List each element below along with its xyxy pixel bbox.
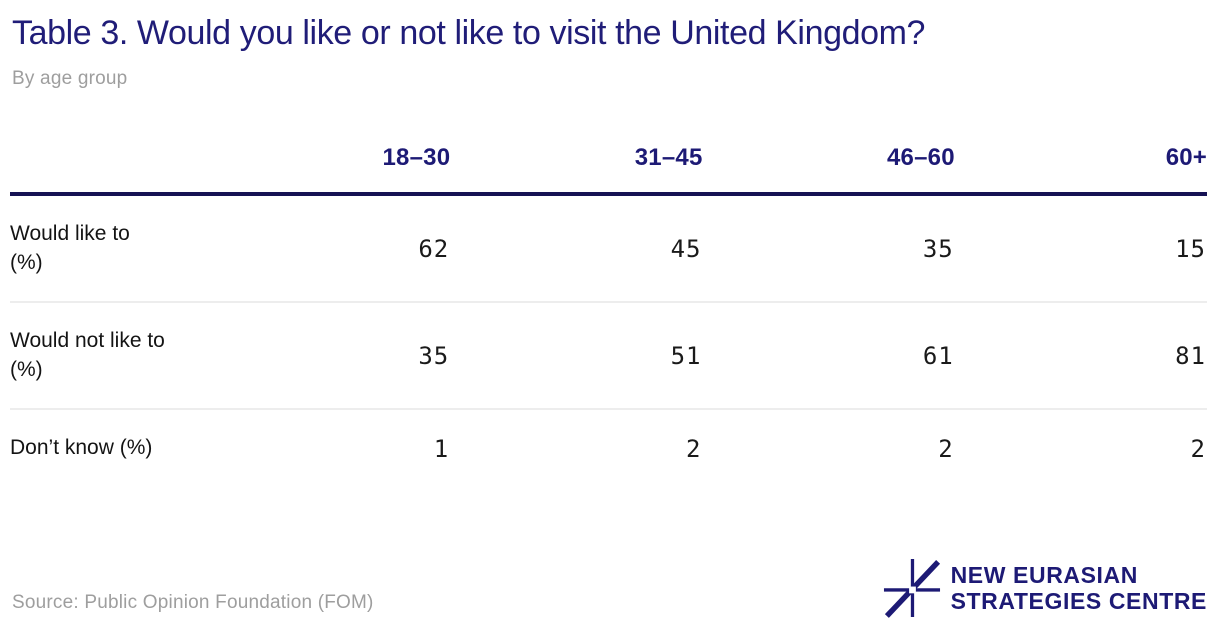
organization-logo: NEW EURASIAN STRATEGIES CENTRE bbox=[883, 558, 1207, 618]
row-label: Would not like to (%) bbox=[10, 329, 165, 381]
row-label: Would like to (%) bbox=[10, 222, 130, 274]
column-header-60-plus: 60+ bbox=[954, 138, 1207, 197]
cell-value: 15 bbox=[1175, 234, 1206, 263]
cell-value: 45 bbox=[670, 234, 702, 263]
header-row: 18–30 31–45 46–60 60+ bbox=[10, 138, 1207, 197]
figure-subtitle: By age group bbox=[12, 68, 128, 90]
cell-value: 35 bbox=[922, 234, 954, 263]
data-table: 18–30 31–45 46–60 60+ Would like to (%) … bbox=[10, 138, 1207, 487]
cell-value: 81 bbox=[1175, 341, 1206, 370]
asterisk-star-icon bbox=[883, 559, 940, 618]
table-row-dont-know: Don’t know (%) 1 2 2 2 bbox=[10, 409, 1207, 487]
column-header-31-45: 31–45 bbox=[450, 138, 703, 197]
cell-value: 2 bbox=[686, 434, 702, 463]
column-header-18-30: 18–30 bbox=[198, 138, 451, 197]
logo-line-1: NEW EURASIAN bbox=[950, 562, 1138, 588]
column-header-46-60: 46–60 bbox=[702, 138, 955, 197]
row-label: Don’t know (%) bbox=[10, 436, 153, 460]
source-note: Source: Public Opinion Foundation (FOM) bbox=[12, 592, 374, 613]
cell-value: 35 bbox=[418, 341, 450, 370]
cell-value: 1 bbox=[433, 434, 450, 463]
table-row-would-like: Would like to (%) 62 45 35 15 bbox=[10, 194, 1207, 303]
header-empty-cell bbox=[10, 138, 198, 197]
logo-line-2: STRATEGIES CENTRE bbox=[950, 588, 1207, 614]
cell-value: 62 bbox=[418, 234, 450, 263]
cell-value: 61 bbox=[922, 341, 954, 370]
figure-footer: Source: Public Opinion Foundation (FOM) … bbox=[12, 558, 1207, 618]
figure-title: Table 3. Would you like or not like to v… bbox=[12, 14, 926, 52]
table-row-would-not-like: Would not like to (%) 35 51 61 81 bbox=[10, 302, 1207, 410]
cell-value: 2 bbox=[938, 434, 954, 463]
cell-value: 51 bbox=[670, 341, 702, 370]
logo-wordmark: NEW EURASIAN STRATEGIES CENTRE bbox=[951, 562, 1207, 614]
cell-value: 2 bbox=[1190, 434, 1206, 463]
